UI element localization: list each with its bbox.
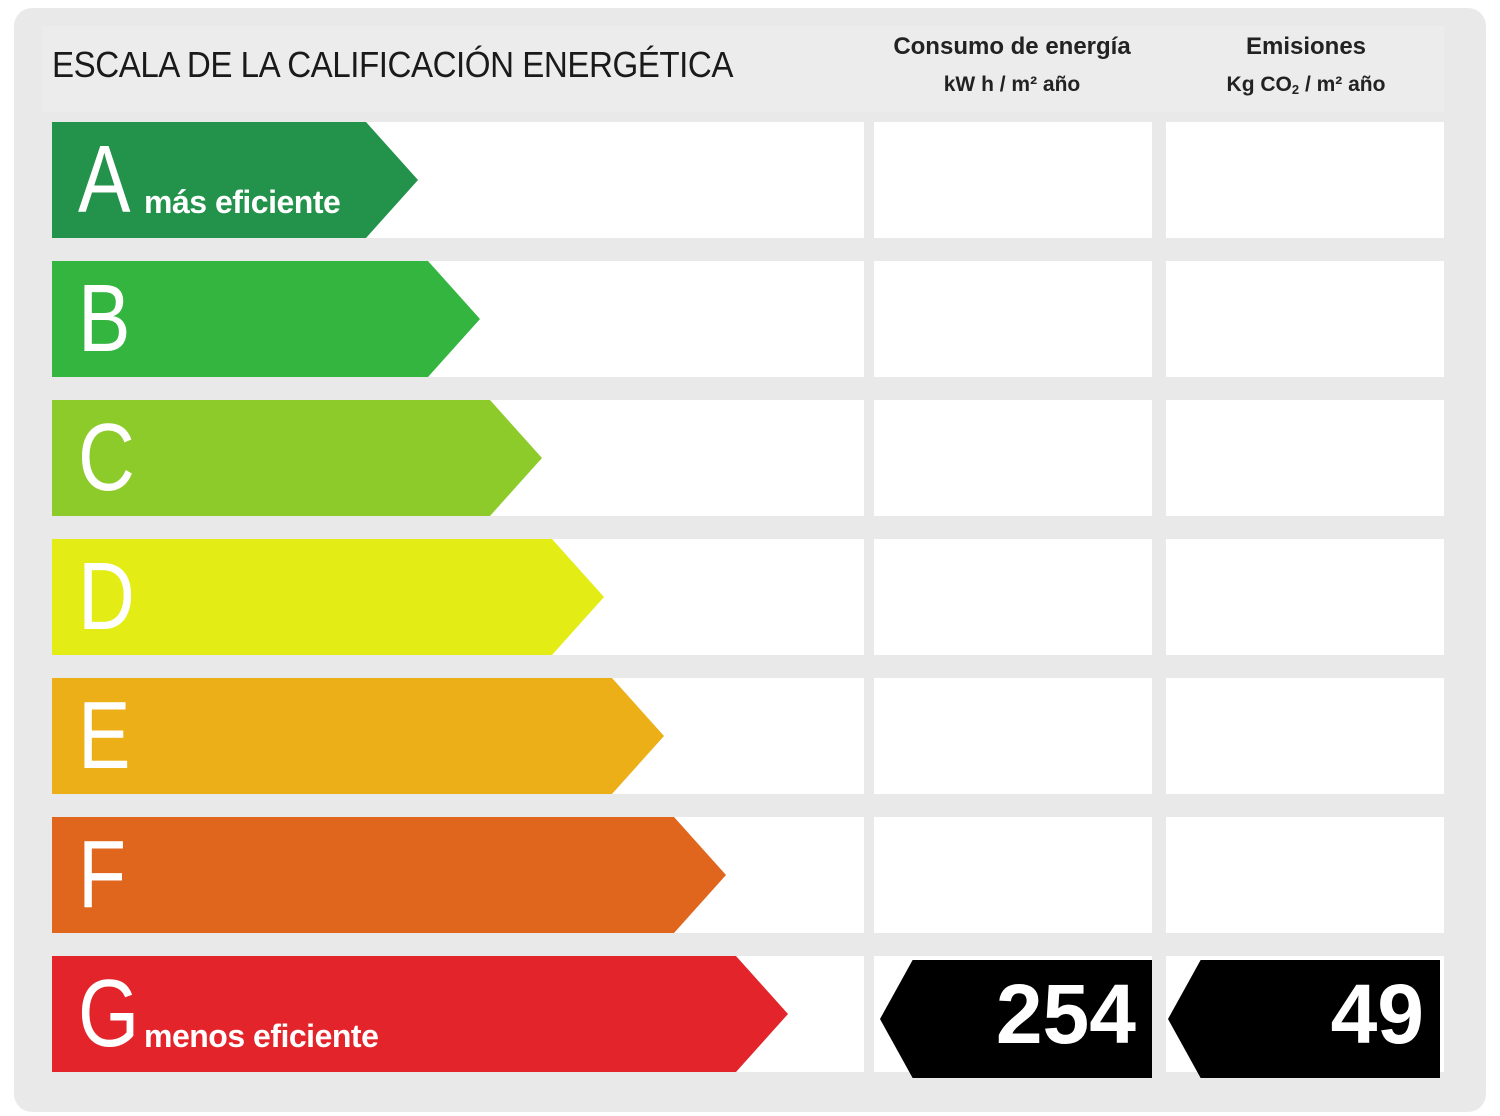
header-bar <box>42 26 1444 112</box>
emissions-column-title: Emisiones <box>1245 33 1367 60</box>
rating-arrow-f: F <box>52 817 726 933</box>
rating-letter-g: G <box>78 960 140 1067</box>
emissions-value: 49 <box>1330 967 1424 1061</box>
rating-letter-c: C <box>78 404 135 511</box>
rating-letter-d: D <box>78 543 135 650</box>
energy-cell-c <box>874 400 1152 516</box>
energy-cell-a <box>874 122 1152 238</box>
energy-cell-f <box>874 817 1152 933</box>
energy-value-badge: 254 <box>880 960 1152 1078</box>
emissions-cell-a <box>1166 122 1444 238</box>
emissions-cell-c <box>1166 400 1444 516</box>
energy-cell-d <box>874 539 1152 655</box>
label-title: ESCALA DE LA CALIFICACIÓN ENERGÉTICA <box>52 44 734 85</box>
rating-label-g: menos eficiente <box>144 1018 379 1054</box>
emissions-value-badge: 49 <box>1168 960 1440 1078</box>
emissions-cell-d <box>1166 539 1444 655</box>
emissions-cell-b <box>1166 261 1444 377</box>
rating-arrow-d: D <box>52 539 604 655</box>
energy-column-title: Consumo de energía <box>893 33 1131 60</box>
energy-column-header: Consumo de energía kW h / m² año <box>872 32 1152 100</box>
rating-letter-f: F <box>78 821 127 928</box>
emissions-column-header: Emisiones Kg CO2 / m² año <box>1166 32 1446 105</box>
emissions-cell-f <box>1166 817 1444 933</box>
emissions-cell-e <box>1166 678 1444 794</box>
energy-cell-e <box>874 678 1152 794</box>
rating-arrow-c: C <box>52 400 542 516</box>
rating-letter-b: B <box>78 265 131 372</box>
rating-letter-e: E <box>78 682 131 789</box>
rating-label-a: más eficiente <box>144 184 341 220</box>
emissions-column-unit: Kg CO2 / m² año <box>1226 73 1386 97</box>
energy-value: 254 <box>995 967 1136 1061</box>
energy-cell-b <box>874 261 1152 377</box>
rating-arrow-b: B <box>52 261 480 377</box>
energy-column-unit: kW h / m² año <box>943 73 1081 96</box>
rating-arrow-e: E <box>52 678 664 794</box>
rating-letter-a: A <box>78 126 131 233</box>
